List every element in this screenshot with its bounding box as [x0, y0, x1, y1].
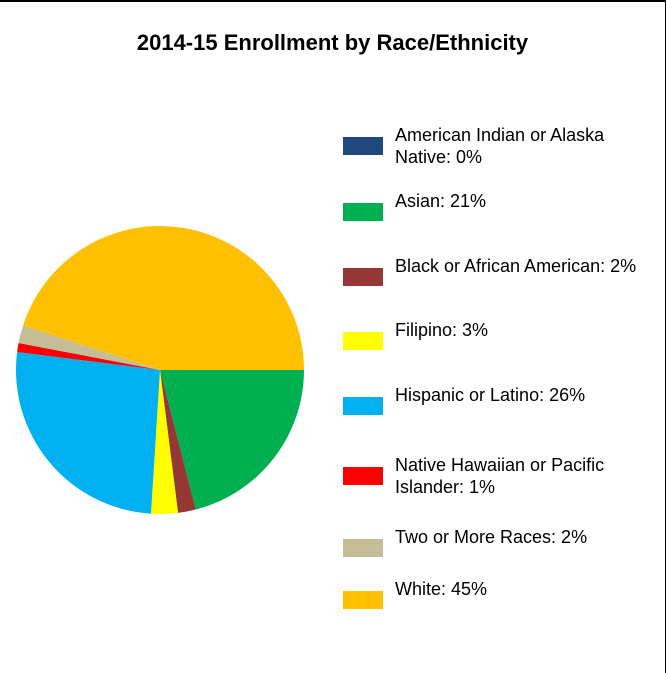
- legend-label: White: 45%: [395, 579, 488, 599]
- pie-slice: [15, 351, 160, 514]
- legend-label: Black or African American: 2%: [395, 256, 637, 276]
- pie-slice: [23, 226, 305, 370]
- legend-swatch: [343, 591, 383, 609]
- legend-item: American Indian or Alaska Native: 0%: [343, 124, 643, 168]
- legend-item: Native Hawaiian or Pacific Islander: 1%: [343, 454, 643, 498]
- legend-swatch: [343, 137, 383, 155]
- legend-swatch: [343, 539, 383, 557]
- legend-swatch: [343, 203, 383, 221]
- chart-title: 2014-15 Enrollment by Race/Ethnicity: [136, 30, 529, 55]
- pie-slice: [150, 370, 179, 514]
- legend-label: Native Hawaiian or Pacific Islander: 1%: [395, 455, 605, 497]
- legend-item: Black or African American: 2%: [343, 255, 643, 286]
- legend-swatch: [343, 397, 383, 415]
- pie: [15, 226, 305, 514]
- pie-slice: [160, 370, 304, 510]
- legend-item: Hispanic or Latino: 26%: [343, 384, 643, 415]
- legend-label: Hispanic or Latino: 26%: [395, 385, 586, 405]
- legend-item: Asian: 21%: [343, 190, 643, 221]
- legend-swatch: [343, 332, 383, 350]
- legend-item: White: 45%: [343, 578, 643, 609]
- legend-swatch: [343, 268, 383, 286]
- legend-item: Filipino: 3%: [343, 319, 643, 350]
- legend-swatch: [343, 467, 383, 485]
- pie-slice: [18, 325, 161, 370]
- legend-item: Two or More Races: 2%: [343, 526, 643, 557]
- legend-label: Asian: 21%: [395, 191, 487, 211]
- pie-slice: [160, 370, 196, 513]
- pie-slice: [17, 343, 160, 370]
- legend-label: American Indian or Alaska Native: 0%: [395, 125, 605, 167]
- legend-label: Two or More Races: 2%: [395, 527, 588, 547]
- legend-label: Filipino: 3%: [395, 320, 489, 340]
